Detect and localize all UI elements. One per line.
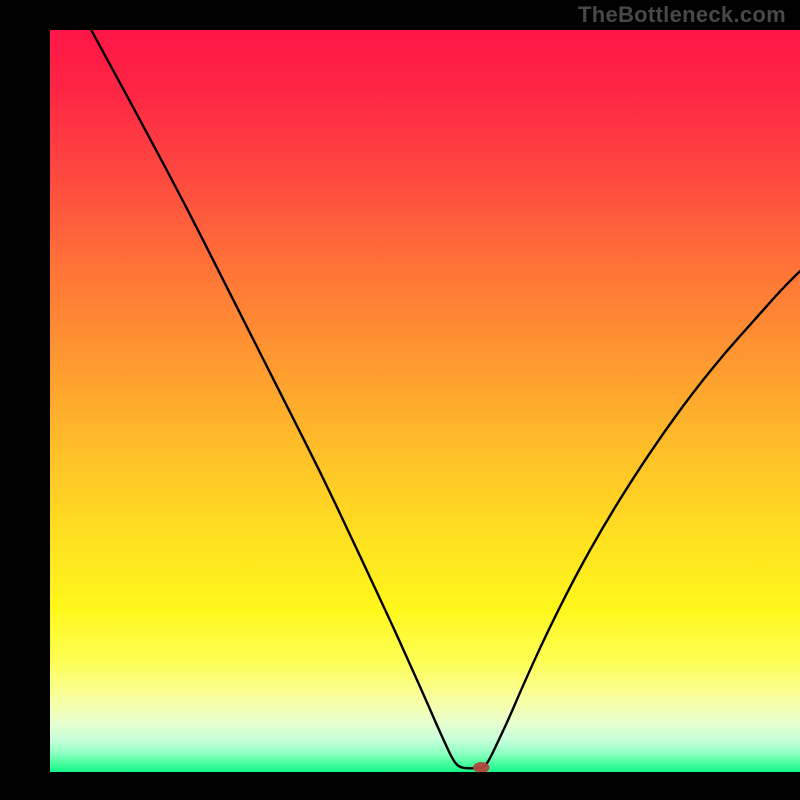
chart-svg [50,30,800,772]
watermark-text: TheBottleneck.com [578,2,786,28]
chart-frame: TheBottleneck.com [0,0,800,800]
plot-area [50,30,800,772]
